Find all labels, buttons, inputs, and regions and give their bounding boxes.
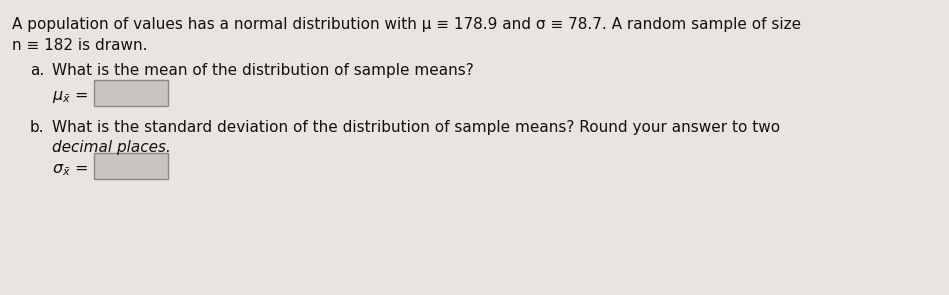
FancyBboxPatch shape: [94, 153, 168, 179]
Text: $\sigma_{\bar{x}}$ =: $\sigma_{\bar{x}}$ =: [52, 162, 88, 178]
Text: a.: a.: [30, 63, 45, 78]
Text: A population of values has a normal distribution with μ ≡ 178.9 and σ ≡ 78.7. A : A population of values has a normal dist…: [12, 17, 801, 32]
Text: What is the standard deviation of the distribution of sample means? Round your a: What is the standard deviation of the di…: [52, 120, 780, 135]
Text: What is the mean of the distribution of sample means?: What is the mean of the distribution of …: [52, 63, 474, 78]
Text: n ≡ 182 is drawn.: n ≡ 182 is drawn.: [12, 38, 147, 53]
Text: b.: b.: [30, 120, 45, 135]
Text: decimal places.: decimal places.: [52, 140, 171, 155]
FancyBboxPatch shape: [94, 80, 168, 106]
Text: $\mu_{\bar{x}}$ =: $\mu_{\bar{x}}$ =: [52, 89, 88, 105]
